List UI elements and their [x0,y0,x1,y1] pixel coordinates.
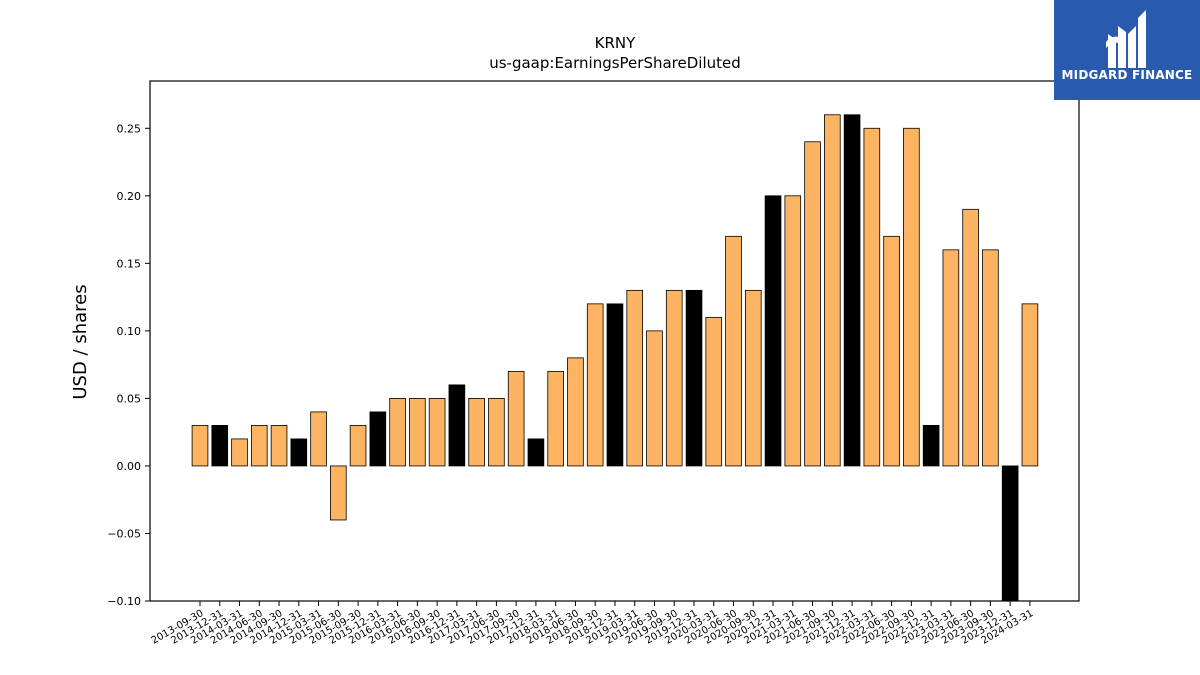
chart-title: KRNY [595,34,636,52]
y-tick-label: −0.10 [107,595,141,608]
bar-2021-06-30 [804,141,821,467]
y-tick-label: −0.05 [107,527,141,540]
bar-2016-03-31 [389,397,406,467]
brand-name: MIDGARD FINANCE [1061,68,1193,82]
bars-group [191,114,1039,602]
bar-2018-06-30 [567,357,584,467]
bar-2017-06-30 [488,397,505,467]
bar-2022-06-30 [883,235,900,467]
bar-2023-03-31 [942,249,960,467]
bar-2023-09-30 [982,249,999,467]
bar-2013-12-31 [211,425,229,467]
y-tick-label: 0.10 [117,325,142,338]
midgard-logo-icon [1106,10,1146,68]
bar-2023-12-31 [1001,465,1019,602]
bar-2021-12-31 [843,114,861,467]
bar-2021-03-31 [784,195,802,467]
bar-2015-03-31 [310,411,327,467]
bar-2019-06-30 [646,330,663,467]
brand-logo: MIDGARD FINANCE [1054,0,1200,100]
bar-2014-12-31 [290,438,308,467]
bar-2020-09-30 [744,289,762,467]
bar-2015-12-31 [369,411,387,467]
y-axis-label: USD / shares [70,284,91,399]
bar-2017-12-31 [527,438,545,467]
bar-2016-06-30 [409,397,426,467]
bar-2015-06-30 [330,465,347,521]
bar-2019-03-31 [626,289,644,467]
bar-2022-09-30 [903,127,920,467]
y-axis: −0.10 −0.05 0.00 0.05 0.10 0.15 0.20 0.25 [107,122,150,608]
bar-2023-06-30 [962,208,979,467]
x-axis: 2013-09-302013-12-312014-03-312014-06-30… [150,601,1035,647]
bar-2022-03-31 [863,127,881,467]
plot-frame [149,80,1080,602]
bar-2022-12-31 [922,425,940,467]
bar-2016-12-31 [448,384,466,467]
bar-2014-06-30 [250,425,268,467]
bar-2017-03-31 [468,397,485,467]
bar-2017-09-30 [507,370,525,467]
y-tick-label: 0.25 [117,122,142,135]
bar-2014-09-30 [270,425,288,467]
bar-2014-03-31 [231,438,248,467]
bar-2020-12-31 [764,195,782,467]
bar-2018-09-30 [586,303,604,467]
bar-2019-09-30 [665,289,683,467]
bar-2018-12-31 [606,303,624,467]
bar-2021-09-30 [824,114,841,467]
y-tick-label: 0.20 [117,190,142,203]
y-tick-label: 0.05 [117,392,142,405]
bar-2015-09-30 [349,425,367,467]
y-tick-label: 0.00 [117,460,142,473]
bar-2018-03-31 [547,370,564,467]
y-tick-label: 0.15 [117,257,142,270]
chart-subtitle: us-gaap:EarningsPerShareDiluted [489,54,741,72]
bar-2016-09-30 [428,397,446,467]
bar-2020-03-31 [705,316,723,467]
bar-2013-09-30 [191,425,209,467]
bar-2024-03-31 [1021,303,1039,467]
bar-2020-06-30 [725,235,742,467]
bar-2019-12-31 [685,289,703,467]
